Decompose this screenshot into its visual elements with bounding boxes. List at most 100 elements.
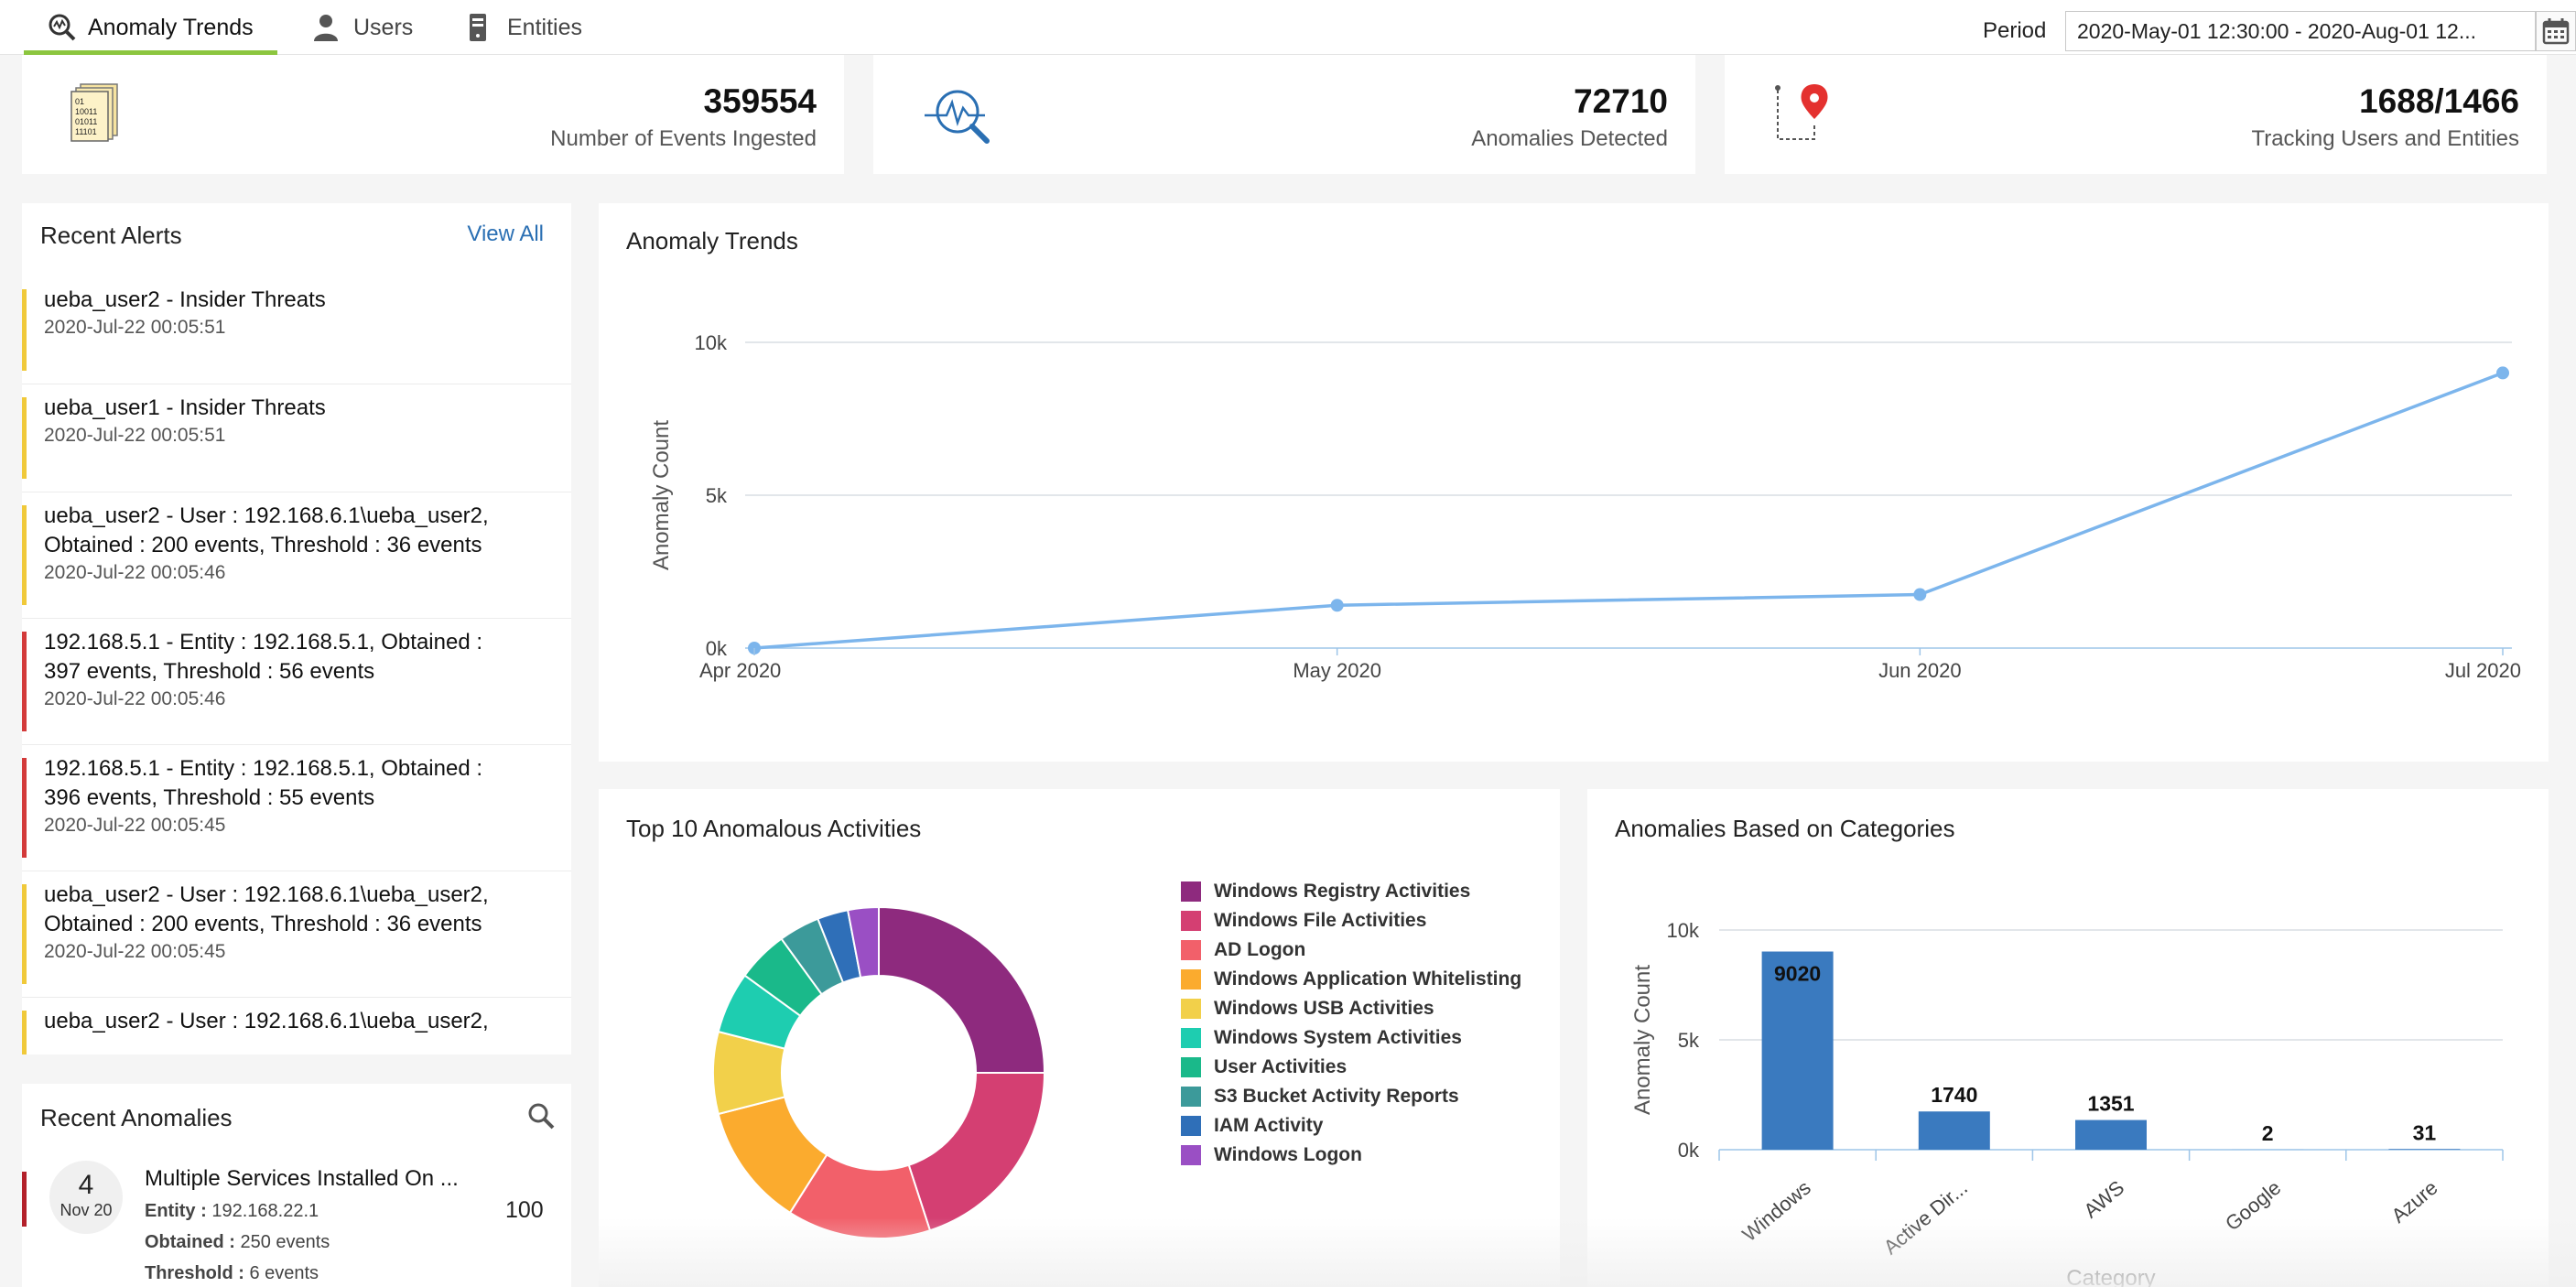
alert-item[interactable]: 192.168.5.1 - Entity : 192.168.5.1, Obta… <box>22 745 571 871</box>
alert-item[interactable]: ueba_user2 - User : 192.168.6.1\ueba_use… <box>22 492 571 619</box>
alert-title: ueba_user2 - User : 192.168.6.1\ueba_use… <box>44 882 489 907</box>
legend-label: Windows System Activities <box>1214 1027 1462 1048</box>
x-tick-label: Apr 2020 <box>699 659 781 682</box>
tracking-label: Tracking Users and Entities <box>2251 126 2519 151</box>
bar-value-label: 9020 <box>1774 962 1821 986</box>
stat-card-anomalies: 72710 Anomalies Detected <box>873 55 1695 174</box>
threshold-label: Threshold : <box>145 1263 244 1283</box>
x-tick-label: Jul 2020 <box>2445 659 2521 682</box>
stat-card-events: 01 10011 01011 11101 359554 Number of Event… <box>22 55 844 174</box>
y-tick-label: 0k <box>1678 1139 1700 1162</box>
categories-bar-chart: 0k 5k 10k Anomaly Count 9020 Windows 1740 Activ… <box>1630 919 2504 1287</box>
bar-value-label: 31 <box>2413 1120 2437 1144</box>
tab-users[interactable]: Users <box>313 0 413 55</box>
obtained-value: 250 events <box>240 1232 330 1252</box>
alert-time: 2020-Jul-22 00:05:51 <box>44 317 226 338</box>
binary-file-icon: 01 10011 01011 11101 <box>70 82 121 147</box>
tab-entities[interactable]: Entities <box>467 0 582 55</box>
legend-item[interactable]: Windows File Activities <box>1181 906 1521 936</box>
y-tick-label: 5k <box>1678 1029 1700 1052</box>
legend-item[interactable]: Windows USB Activities <box>1181 994 1521 1023</box>
calendar-icon <box>2542 18 2570 45</box>
legend-item[interactable]: Windows Application Whitelisting <box>1181 965 1521 994</box>
x-axis-label: Category <box>2066 1266 2155 1287</box>
entity-label: Entity : <box>145 1201 207 1221</box>
view-all-link[interactable]: View All <box>467 222 544 246</box>
alert-time: 2020-Jul-22 00:05:46 <box>44 562 226 583</box>
y-tick-label: 10k <box>1667 919 1700 942</box>
anomaly-score: 100 <box>505 1197 544 1223</box>
legend-swatch <box>1181 1057 1201 1077</box>
alert-item[interactable]: ueba_user2 - Insider Threats 2020-Jul-22 … <box>22 276 571 384</box>
alert-item[interactable]: ueba_user1 - Insider Threats 2020-Jul-22 … <box>22 384 571 492</box>
anomaly-search-icon <box>48 13 77 42</box>
legend-item[interactable]: Windows Registry Activities <box>1181 877 1521 906</box>
x-tick-label: May 2020 <box>1293 659 1381 682</box>
alert-title: ueba_user1 - Insider Threats <box>44 395 326 420</box>
severity-bar <box>22 1172 27 1227</box>
recent-alerts-panel: Recent Alerts View All ueba_user2 - Insi… <box>22 203 571 1054</box>
obtained-label: Obtained : <box>145 1232 235 1252</box>
categories-panel: Anomalies Based on Categories 0k 5k 10k Ano… <box>1587 789 2549 1287</box>
svg-text:01011: 01011 <box>75 117 97 126</box>
events-label: Number of Events Ingested <box>550 126 817 151</box>
severity-bar <box>22 397 27 479</box>
alert-title: ueba_user2 - User : 192.168.6.1\ueba_use… <box>44 503 489 528</box>
alert-title: ueba_user2 - User : 192.168.6.1\ueba_use… <box>44 1009 489 1033</box>
bar-value-label: 1740 <box>1931 1083 1977 1107</box>
alert-item[interactable]: ueba_user2 - User : 192.168.6.1\ueba_use… <box>22 998 571 1054</box>
legend-label: Windows Application Whitelisting <box>1214 968 1522 990</box>
donut-slice <box>907 1072 1046 1232</box>
anomalies-label: Anomalies Detected <box>1471 126 1668 151</box>
anomaly-magnifier-icon <box>921 82 998 151</box>
date-badge: 4 Nov 20 <box>49 1161 123 1234</box>
tab-label: Anomaly Trends <box>88 14 254 40</box>
anomalies-count: 72710 <box>1574 82 1668 120</box>
legend-label: Windows Logon <box>1214 1144 1362 1165</box>
tab-anomaly-trends[interactable]: Anomaly Trends <box>24 0 277 55</box>
alert-time: 2020-Jul-22 00:05:45 <box>44 815 226 836</box>
tab-label: Entities <box>507 14 582 40</box>
legend-item[interactable]: S3 Bucket Activity Reports <box>1181 1082 1521 1111</box>
location-pin-icon <box>1772 81 1836 149</box>
legend-label: S3 Bucket Activity Reports <box>1214 1086 1459 1107</box>
legend-item[interactable]: IAM Activity <box>1181 1111 1521 1141</box>
svg-text:01: 01 <box>75 97 84 106</box>
legend-item[interactable]: Windows System Activities <box>1181 1023 1521 1053</box>
legend-label: User Activities <box>1214 1056 1348 1077</box>
alert-item[interactable]: 192.168.5.1 - Entity : 192.168.5.1, Obta… <box>22 619 571 745</box>
search-icon[interactable] <box>527 1102 555 1134</box>
bar-value-label: 2 <box>2262 1121 2274 1145</box>
anomaly-trends-chart: 0k 5k 10k Anomaly Count Apr 2020 May 2020 Jun … <box>649 331 2521 682</box>
legend-item[interactable]: Windows Logon <box>1181 1141 1521 1170</box>
y-tick-label: 10k <box>695 331 728 354</box>
legend-item[interactable]: User Activities <box>1181 1053 1521 1082</box>
anomaly-trends-panel: Anomaly Trends 0k 5k 10k Anomaly Count Apr 2… <box>599 203 2549 762</box>
alert-time: 2020-Jul-22 00:05:45 <box>44 941 226 962</box>
period-field[interactable]: 2020-May-01 12:30:00 - 2020-Aug-01 12... <box>2065 11 2536 51</box>
events-count: 359554 <box>703 82 817 120</box>
legend-swatch <box>1181 940 1201 960</box>
top10-legend: Windows Registry Activities Windows File … <box>1181 877 1521 1170</box>
donut-slice <box>878 905 1046 1074</box>
legend-item[interactable]: AD Logon <box>1181 936 1521 965</box>
legend-swatch <box>1181 911 1201 931</box>
legend-label: AD Logon <box>1214 939 1306 960</box>
calendar-button[interactable] <box>2536 11 2576 51</box>
top10-donut-chart <box>712 905 1046 1239</box>
anomaly-trends-title: Anomaly Trends <box>626 227 798 254</box>
legend-label: Windows File Activities <box>1214 910 1427 931</box>
donut-slice <box>846 905 880 979</box>
legend-swatch <box>1181 969 1201 990</box>
date-day: 4 <box>78 1170 94 1200</box>
alert-item[interactable]: ueba_user2 - User : 192.168.6.1\ueba_use… <box>22 871 571 998</box>
severity-bar <box>22 289 27 371</box>
alert-title: 192.168.5.1 - Entity : 192.168.5.1, Obta… <box>44 756 483 781</box>
bar <box>1918 1111 1990 1150</box>
recent-anomalies-title: Recent Anomalies <box>40 1104 233 1131</box>
anomaly-title: Multiple Services Installed On ... <box>145 1166 459 1191</box>
severity-bar <box>22 1011 27 1054</box>
top10-title: Top 10 Anomalous Activities <box>626 815 922 842</box>
user-icon <box>313 13 342 42</box>
data-point <box>1330 599 1344 612</box>
